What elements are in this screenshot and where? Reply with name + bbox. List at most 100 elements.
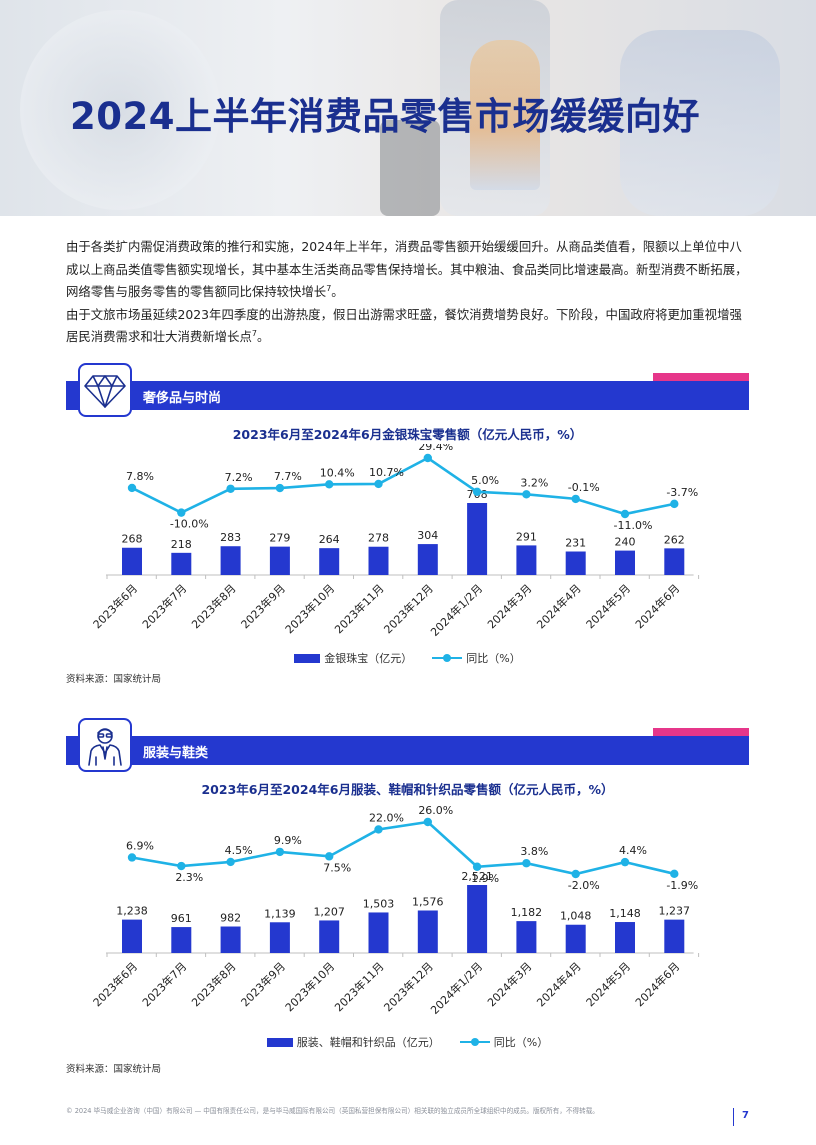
line-point — [670, 869, 679, 879]
legend-line-swatch — [432, 653, 463, 663]
hero-person-shape — [470, 40, 540, 190]
legend-bar-swatch — [294, 653, 321, 663]
line-point — [275, 483, 285, 493]
chart-title: 2023年6月至2024年6月金银珠宝零售额（亿元人民币，%） — [232, 427, 583, 442]
line-point — [522, 859, 531, 868]
source-note: 资料来源：国家统计局 — [66, 1064, 162, 1075]
intro-text: 由于各类扩内需促消费政策的推行和实施，2024年上半年，消费品零售额开始缓缓回升… — [66, 236, 752, 349]
hero-tripod-shape — [380, 120, 440, 216]
bar-value-label: 264 — [319, 533, 340, 546]
line-point — [226, 484, 235, 493]
line-value-label: 7.8% — [126, 470, 154, 483]
person-suit-icon — [88, 728, 122, 766]
paragraph-text: 由于各类扩内需促消费政策的推行和实施，2024年上半年，消费品零售额开始缓缓回升… — [66, 239, 748, 299]
line-value-label: -2.0% — [568, 879, 600, 892]
line-value-label: -0.1% — [568, 481, 600, 494]
bar-value-label: 1,139 — [264, 907, 296, 920]
paragraph-tail: 。 — [256, 329, 270, 344]
line-value-label: 29.4% — [418, 444, 453, 453]
line-value-label: 26.0% — [418, 804, 453, 817]
line-series — [131, 820, 675, 876]
line-point — [423, 453, 432, 463]
bar — [417, 910, 438, 953]
legend-item-line: 同比（%） — [432, 650, 521, 666]
bar — [269, 922, 290, 953]
bar — [220, 546, 241, 575]
section-title: 奢侈品与时尚 — [143, 391, 222, 406]
bar — [171, 552, 192, 575]
line-point — [571, 869, 580, 879]
line-value-label: -1.9% — [666, 879, 698, 892]
bar-value-label: 1,238 — [116, 905, 148, 918]
category-tick-label: 2023年7月 — [139, 581, 189, 631]
category-tick-label: 2023年10月 — [282, 959, 337, 1014]
line-value-label: 1.9% — [471, 872, 499, 885]
page-number-divider — [733, 1108, 734, 1126]
intro-paragraph: 由于文旅市场虽延续2023年四季度的出游热度，假日出游需求旺盛，餐饮消费增势良好… — [66, 304, 752, 349]
bar-value-label: 1,237 — [659, 905, 691, 918]
bar-value-label: 2,521 — [461, 870, 493, 883]
paragraph-text: 由于文旅市场虽延续2023年四季度的出游热度，假日出游需求旺盛，餐饮消费增势良好… — [66, 306, 742, 345]
bar-value-label: 262 — [664, 533, 685, 546]
category-tick-label: 2024年3月 — [484, 959, 534, 1009]
legend-item-bar: 服装、鞋帽和针织品（亿元） — [266, 1034, 440, 1050]
line-value-label: -3.7% — [666, 486, 698, 499]
category-tick-label: 2024年4月 — [534, 959, 584, 1009]
line-value-label: 4.5% — [225, 844, 253, 857]
category-tick-label: 2023年7月 — [139, 959, 189, 1009]
diamond-icon — [84, 375, 126, 408]
bar — [368, 912, 389, 953]
category-tick-label: 2023年9月 — [238, 959, 288, 1009]
bar-value-label: 268 — [122, 533, 143, 546]
bar — [467, 503, 488, 575]
intro-paragraph: 由于各类扩内需促消费政策的推行和实施，2024年上半年，消费品零售额开始缓缓回升… — [66, 236, 752, 304]
line-point — [374, 479, 383, 489]
bar — [319, 548, 340, 575]
line-value-label: 7.2% — [225, 471, 253, 484]
section-icon-frame — [78, 718, 132, 772]
chart-title: 2023年6月至2024年6月服装、鞋帽和针织品零售额（亿元人民币，%） — [201, 782, 614, 797]
apparel-sales-chart: 1,238 2023年6月 961 2023年7月 982 2023年8月 1,139 202… — [90, 804, 700, 1017]
bar — [417, 544, 438, 575]
category-tick-label: 2023年6月 — [90, 581, 140, 631]
category-tick-label: 2024年1/2月 — [427, 581, 485, 639]
line-point — [325, 852, 334, 861]
hero-background-shape — [620, 30, 780, 216]
line-point — [177, 508, 186, 517]
category-tick-label: 2023年8月 — [189, 581, 239, 631]
bar — [122, 547, 142, 575]
category-tick-label: 2024年5月 — [583, 959, 633, 1009]
line-point — [522, 490, 531, 499]
bar — [319, 920, 340, 953]
line-point — [472, 862, 482, 871]
line-value-label: 22.0% — [369, 811, 404, 824]
category-tick-label: 2023年9月 — [238, 581, 288, 631]
line-value-label: 3.2% — [520, 476, 548, 489]
line-value-label: 3.8% — [520, 845, 548, 858]
bar-value-label: 278 — [368, 532, 389, 545]
legend-line-swatch — [459, 1037, 490, 1047]
line-point — [374, 825, 383, 834]
line-point — [226, 857, 235, 867]
bar-value-label: 240 — [615, 536, 636, 549]
bar — [467, 885, 488, 953]
line-value-label: 9.9% — [274, 834, 302, 847]
bar — [565, 551, 586, 575]
bar — [615, 550, 635, 575]
legend-item-line: 同比（%） — [459, 1034, 548, 1050]
legend-bar-swatch — [266, 1037, 293, 1047]
line-point — [670, 499, 679, 509]
line-value-label: 4.4% — [619, 844, 647, 857]
footnote-ref[interactable]: 7 — [326, 283, 332, 293]
chart-legend: 金银珠宝（亿元） 同比（%） — [66, 650, 749, 666]
category-tick-label: 2023年12月 — [381, 959, 436, 1014]
bar — [269, 546, 290, 575]
category-tick-label: 2023年10月 — [282, 581, 337, 636]
bar-value-label: 1,182 — [511, 906, 543, 919]
line-value-label: 10.4% — [320, 466, 355, 479]
line-point — [127, 853, 137, 862]
bar-value-label: 283 — [220, 531, 241, 544]
footnote-ref[interactable]: 7 — [251, 328, 257, 338]
line-value-label: -10.0% — [170, 518, 209, 531]
accent-bar — [653, 728, 749, 736]
